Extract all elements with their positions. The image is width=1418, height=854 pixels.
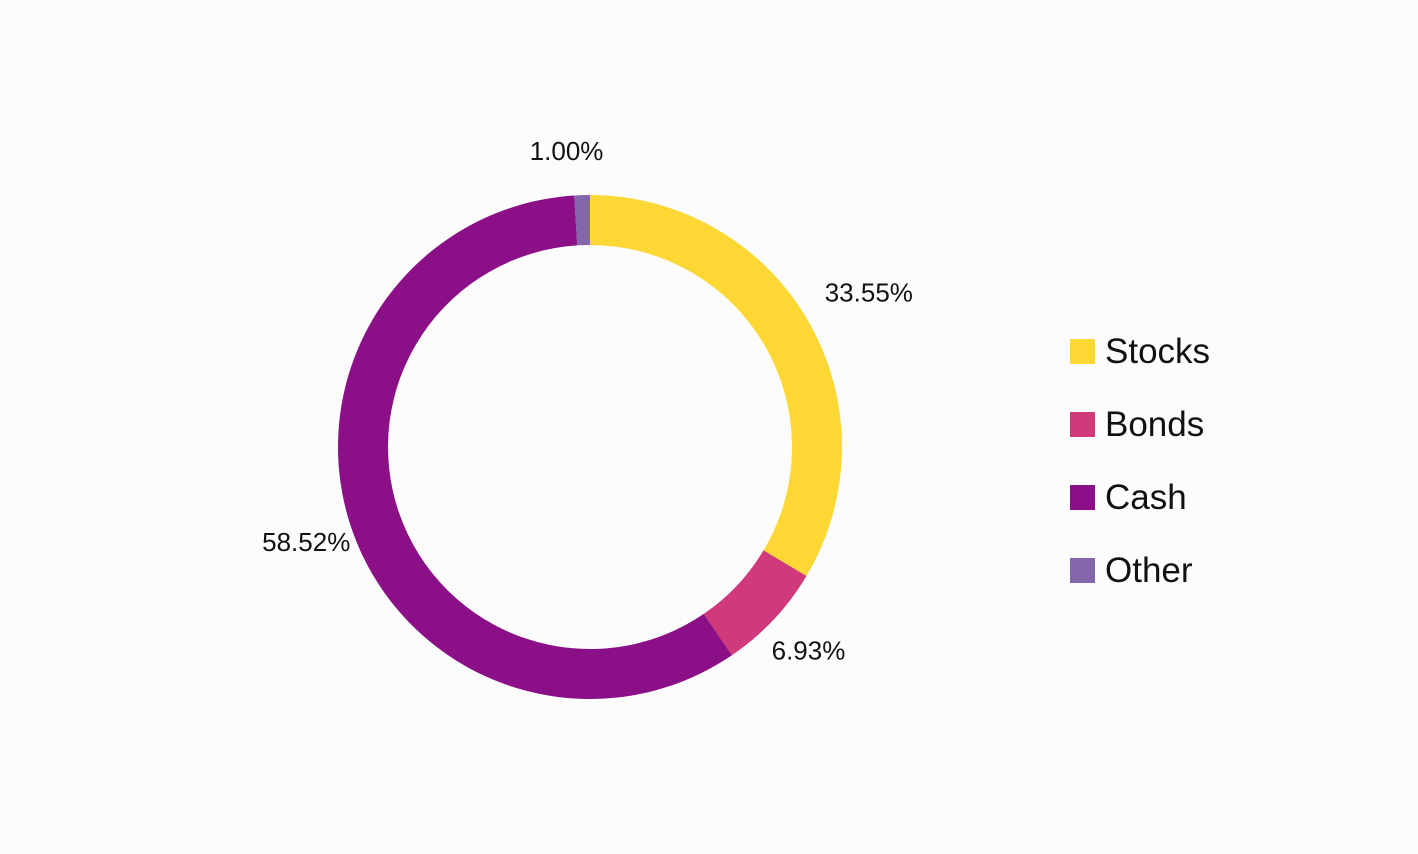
legend-swatch-cash	[1070, 485, 1095, 510]
data-label-stocks: 33.55%	[825, 278, 913, 308]
slice-stocks	[590, 195, 843, 576]
legend-item-cash: Cash	[1070, 461, 1210, 534]
slice-cash	[338, 195, 732, 700]
legend-item-other: Other	[1070, 534, 1210, 607]
data-label-cash: 58.52%	[262, 527, 350, 557]
legend-label-stocks: Stocks	[1105, 331, 1211, 371]
legend-swatch-bonds	[1070, 412, 1095, 437]
chart-slices	[338, 195, 843, 700]
legend-label-cash: Cash	[1105, 477, 1187, 517]
legend-item-stocks: Stocks	[1070, 315, 1210, 388]
data-label-other: 1.00%	[530, 136, 604, 166]
legend-swatch-stocks	[1070, 339, 1095, 364]
legend-swatch-other	[1070, 558, 1095, 583]
slice-bonds	[703, 550, 807, 656]
legend-label-other: Other	[1105, 550, 1193, 590]
legend-label-bonds: Bonds	[1105, 404, 1205, 444]
chart-data-labels: 33.55% 6.93% 58.52% 1.00%	[262, 136, 913, 665]
legend-item-bonds: Bonds	[1070, 388, 1210, 461]
data-label-bonds: 6.93%	[772, 635, 846, 665]
chart-legend: Stocks Bonds Cash Other	[1070, 315, 1210, 607]
slice-other	[574, 195, 590, 246]
